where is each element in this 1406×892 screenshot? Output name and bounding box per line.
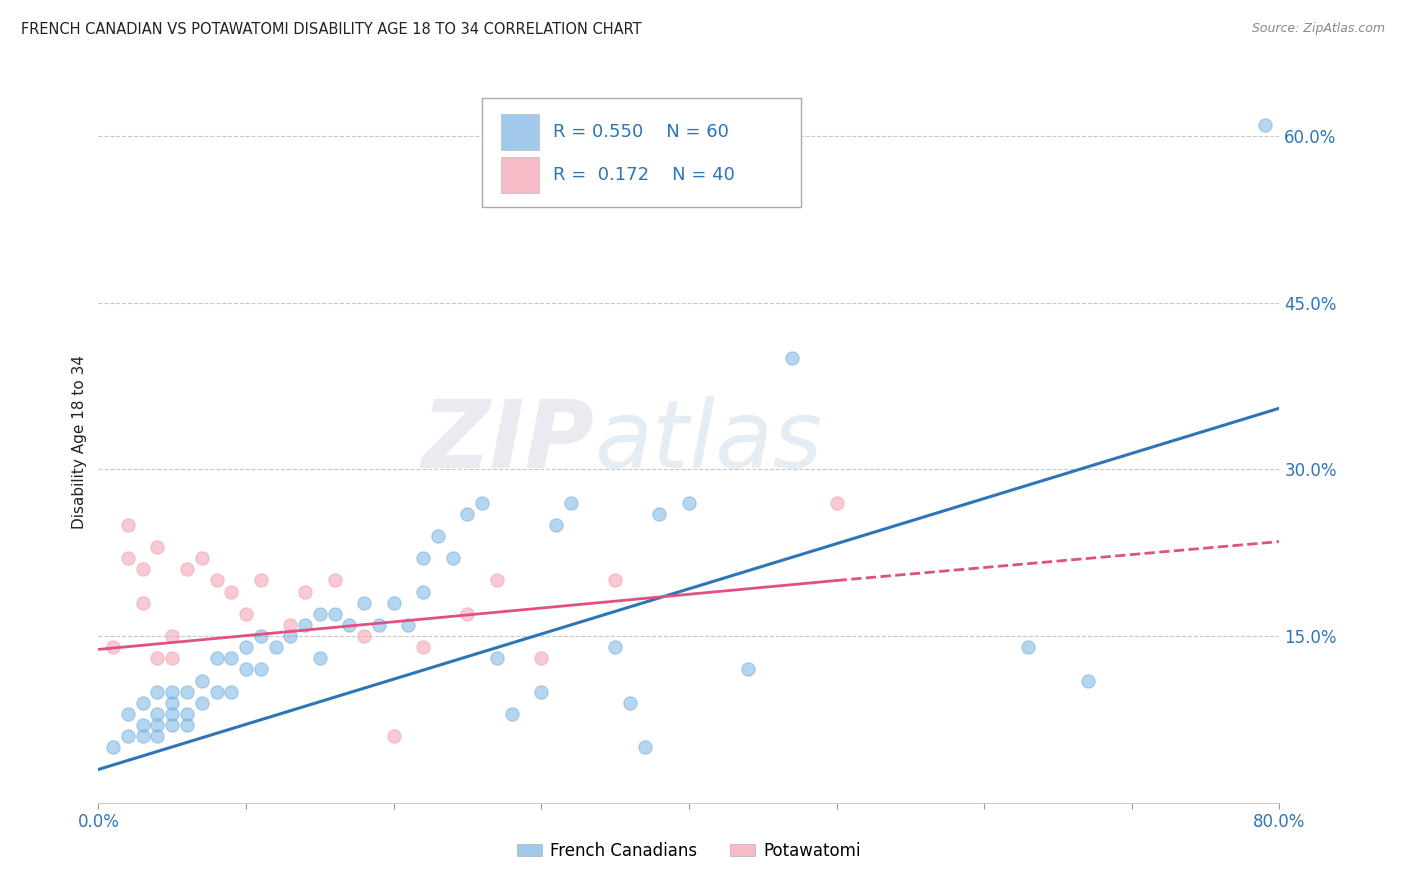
Point — [412, 551, 434, 566]
Point — [176, 706, 198, 721]
Point — [235, 607, 257, 621]
Point — [323, 607, 346, 621]
FancyBboxPatch shape — [501, 157, 538, 193]
Point — [605, 574, 627, 588]
Point — [280, 629, 302, 643]
Point — [162, 696, 183, 710]
Point — [264, 640, 287, 655]
Point — [441, 551, 464, 566]
Point — [132, 596, 155, 610]
Point — [309, 607, 332, 621]
Point — [146, 540, 169, 554]
Point — [250, 574, 273, 588]
Point — [486, 574, 509, 588]
Point — [162, 684, 183, 698]
Point — [176, 562, 198, 576]
Point — [191, 696, 214, 710]
Point — [619, 696, 641, 710]
Point — [191, 551, 214, 566]
Text: Source: ZipAtlas.com: Source: ZipAtlas.com — [1251, 22, 1385, 36]
Point — [294, 618, 316, 632]
Point — [280, 618, 302, 632]
Point — [162, 651, 183, 665]
Point — [457, 607, 479, 621]
Point — [191, 673, 214, 688]
Point — [294, 584, 316, 599]
Point — [457, 507, 479, 521]
Point — [250, 662, 273, 676]
Point — [132, 696, 155, 710]
Text: FRENCH CANADIAN VS POTAWATOMI DISABILITY AGE 18 TO 34 CORRELATION CHART: FRENCH CANADIAN VS POTAWATOMI DISABILITY… — [21, 22, 641, 37]
Point — [501, 706, 523, 721]
Point — [546, 517, 568, 532]
Point — [146, 718, 169, 732]
Point — [176, 718, 198, 732]
Point — [368, 618, 391, 632]
Point — [162, 706, 183, 721]
Point — [221, 684, 243, 698]
Point — [1018, 640, 1040, 655]
Point — [339, 618, 361, 632]
Point — [117, 517, 139, 532]
Point — [398, 618, 420, 632]
Point — [221, 651, 243, 665]
Point — [382, 729, 405, 743]
Point — [250, 629, 273, 643]
Point — [117, 706, 139, 721]
Point — [205, 574, 228, 588]
Point — [471, 496, 494, 510]
Point — [412, 584, 434, 599]
Point — [530, 651, 553, 665]
Point — [117, 729, 139, 743]
Point — [353, 596, 375, 610]
Point — [103, 640, 125, 655]
Point — [530, 684, 553, 698]
Point — [353, 629, 375, 643]
Point — [117, 551, 139, 566]
Text: R = 0.550    N = 60: R = 0.550 N = 60 — [553, 122, 728, 141]
Point — [648, 507, 671, 521]
Point — [605, 640, 627, 655]
Point — [176, 684, 198, 698]
Point — [205, 651, 228, 665]
Point — [309, 651, 332, 665]
FancyBboxPatch shape — [482, 98, 801, 207]
Point — [560, 496, 582, 510]
Point — [162, 629, 183, 643]
Point — [782, 351, 804, 366]
Text: R =  0.172    N = 40: R = 0.172 N = 40 — [553, 166, 735, 184]
Point — [205, 684, 228, 698]
Text: atlas: atlas — [595, 396, 823, 487]
Y-axis label: Disability Age 18 to 34: Disability Age 18 to 34 — [72, 354, 87, 529]
Point — [132, 562, 155, 576]
Point — [235, 662, 257, 676]
Point — [1254, 118, 1277, 132]
Point — [382, 596, 405, 610]
Point — [146, 651, 169, 665]
Point — [486, 651, 509, 665]
Point — [132, 718, 155, 732]
Point — [737, 662, 759, 676]
Point — [412, 640, 434, 655]
Point — [323, 574, 346, 588]
Point — [235, 640, 257, 655]
Point — [132, 729, 155, 743]
FancyBboxPatch shape — [501, 113, 538, 150]
Point — [427, 529, 450, 543]
Text: ZIP: ZIP — [422, 395, 595, 488]
Point — [162, 718, 183, 732]
Point — [1077, 673, 1099, 688]
Point — [634, 740, 657, 755]
Point — [103, 740, 125, 755]
Point — [825, 496, 848, 510]
Point — [146, 729, 169, 743]
Point — [146, 684, 169, 698]
Point — [146, 706, 169, 721]
Point — [678, 496, 700, 510]
Point — [221, 584, 243, 599]
Legend: French Canadians, Potawatomi: French Canadians, Potawatomi — [510, 836, 868, 867]
